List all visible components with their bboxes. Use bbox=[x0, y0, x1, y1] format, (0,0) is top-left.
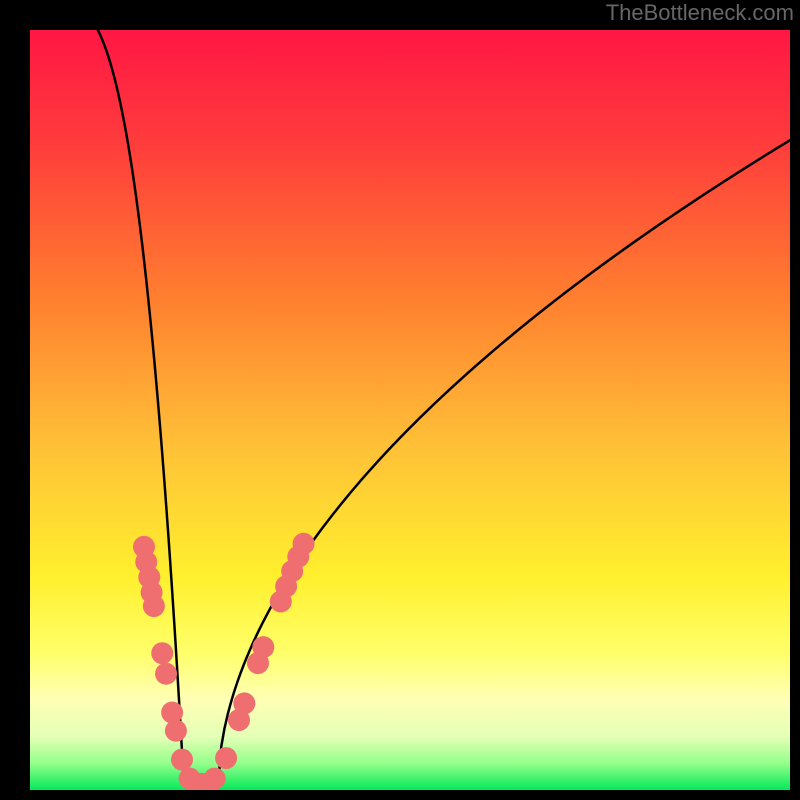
marker-point bbox=[293, 533, 315, 555]
marker-point bbox=[151, 642, 173, 664]
marker-point bbox=[233, 692, 255, 714]
chart-container: TheBottleneck.com bbox=[0, 0, 800, 800]
marker-point bbox=[165, 720, 187, 742]
marker-point bbox=[161, 701, 183, 723]
gradient-background bbox=[30, 30, 790, 790]
marker-point bbox=[155, 663, 177, 685]
marker-point bbox=[171, 749, 193, 771]
marker-point bbox=[204, 768, 226, 790]
chart-svg bbox=[30, 30, 790, 790]
watermark-label: TheBottleneck.com bbox=[606, 0, 794, 26]
marker-point bbox=[215, 747, 237, 769]
chart-plot-area bbox=[30, 30, 790, 790]
marker-point bbox=[143, 595, 165, 617]
marker-point bbox=[252, 636, 274, 658]
